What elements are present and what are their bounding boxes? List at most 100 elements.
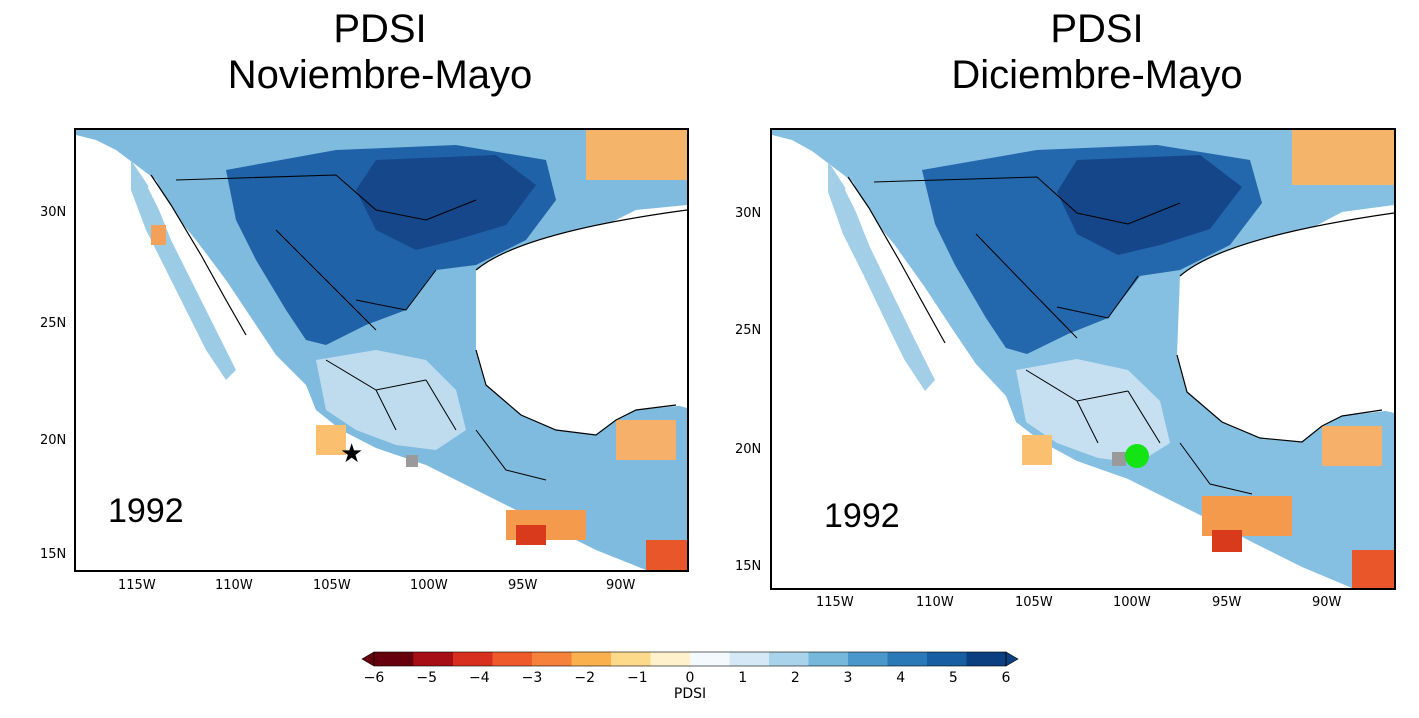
left-pdsi-map xyxy=(76,130,687,570)
colorbar-segment xyxy=(532,652,572,666)
right-lon-label: 105W xyxy=(1015,595,1053,610)
left-lon-label: 100W xyxy=(410,578,448,593)
right-map-frame xyxy=(770,128,1396,590)
right-dry-patch xyxy=(1212,530,1242,552)
right-lon-label: 95W xyxy=(1212,595,1242,610)
colorbar: −6 −5 −4 −3 −2 −1 0 1 2 3 4 5 6 PDSI xyxy=(360,648,1020,718)
colorbar-tick-label: −6 xyxy=(363,670,385,686)
colorbar-title: PDSI xyxy=(673,686,707,702)
colorbar-segment xyxy=(808,652,849,666)
right-baja xyxy=(828,161,935,391)
colorbar-segment xyxy=(413,652,454,666)
colorbar-segment xyxy=(729,652,770,666)
right-gulf xyxy=(1177,213,1394,442)
colorbar-tick-label: 6 xyxy=(1001,670,1011,686)
colorbar-segment xyxy=(374,652,414,666)
colorbar-segment xyxy=(927,652,967,666)
right-land-mass xyxy=(772,130,1394,588)
colorbar-tick-label: 0 xyxy=(685,670,695,686)
colorbar-tick-label: 5 xyxy=(948,670,958,686)
right-lat-label: 20N xyxy=(735,442,762,457)
colorbar-segment xyxy=(769,652,809,666)
left-gulf xyxy=(476,210,687,435)
left-dry-patch xyxy=(316,425,346,455)
right-coastline xyxy=(847,176,1394,443)
right-lat-label: 30N xyxy=(735,206,762,221)
colorbar-tick-label: 1 xyxy=(738,670,748,686)
colorbar-tick-label: −3 xyxy=(521,670,543,686)
right-lat-label: 15N xyxy=(735,559,762,574)
left-lat-label: 15N xyxy=(40,547,67,562)
left-lon-label: 110W xyxy=(215,578,253,593)
right-dry-patch xyxy=(1352,550,1394,588)
right-dry-patch xyxy=(1202,496,1292,536)
left-pacific xyxy=(76,190,536,570)
colorbar-segment xyxy=(966,652,1007,666)
left-dry-patch xyxy=(586,130,687,180)
left-title-line1: PDSI xyxy=(333,7,427,51)
right-lon-label: 115W xyxy=(816,595,854,610)
left-lat-label: 30N xyxy=(40,205,67,220)
star-icon: ★ xyxy=(340,438,364,468)
right-pdsi-map xyxy=(772,130,1394,588)
right-dry-patch xyxy=(1022,435,1052,465)
left-missing-cell xyxy=(406,455,418,467)
colorbar-min-arrow xyxy=(361,651,375,667)
left-land-mass xyxy=(76,130,687,570)
left-borders xyxy=(175,174,547,481)
colorbar-tick-label: −4 xyxy=(469,670,490,686)
left-wet-core-deep xyxy=(356,155,536,250)
colorbar-tick-label: 4 xyxy=(896,670,906,686)
right-lon-label: 110W xyxy=(916,595,954,610)
colorbar-tick-label: −1 xyxy=(627,670,648,686)
colorbar-segment xyxy=(690,652,730,666)
left-coastline xyxy=(150,174,687,436)
right-title-line1: PDSI xyxy=(1050,7,1144,51)
right-missing-cell xyxy=(1112,452,1126,466)
right-gulf-california xyxy=(845,177,945,354)
colorbar-segment xyxy=(571,652,612,666)
left-lon-label: 90W xyxy=(606,578,636,593)
right-wet-core-deep xyxy=(1057,155,1242,255)
left-map-frame xyxy=(74,128,689,572)
left-dry-patch xyxy=(646,540,687,570)
left-map-title: PDSI Noviembre-Mayo xyxy=(180,6,580,98)
left-dry-patch xyxy=(616,420,676,460)
left-gulf-california xyxy=(148,175,246,345)
green-dot-marker xyxy=(1125,444,1149,468)
right-light-south xyxy=(1016,359,1170,463)
right-lat-label: 25N xyxy=(735,323,762,338)
colorbar-tick-label: 2 xyxy=(790,670,800,686)
right-dry-patch xyxy=(1292,130,1394,185)
left-light-south xyxy=(316,350,466,450)
right-year-label: 1992 xyxy=(824,497,900,535)
left-year-label: 1992 xyxy=(108,492,184,530)
left-lon-label: 105W xyxy=(313,578,351,593)
right-map-title: PDSI Diciembre-Mayo xyxy=(897,6,1297,98)
colorbar-segment xyxy=(611,652,651,666)
left-lat-label: 20N xyxy=(40,433,67,448)
left-lon-label: 95W xyxy=(508,578,538,593)
colorbar-segment xyxy=(492,652,533,666)
left-title-line2: Noviembre-Mayo xyxy=(227,53,533,97)
left-dry-patch xyxy=(516,525,546,545)
right-pacific xyxy=(772,192,1242,588)
colorbar-tick-label: −5 xyxy=(416,670,437,686)
left-baja xyxy=(131,160,236,380)
colorbar-segment xyxy=(848,652,888,666)
left-lat-label: 25N xyxy=(40,316,67,331)
left-dry-patch xyxy=(151,225,166,245)
colorbar-segment xyxy=(453,652,493,666)
colorbar-segment xyxy=(650,652,691,666)
colorbar-max-arrow xyxy=(1005,651,1019,667)
colorbar-tick-label: 3 xyxy=(843,670,853,686)
colorbar-tick-label: −2 xyxy=(574,670,595,686)
right-lon-label: 100W xyxy=(1113,595,1151,610)
colorbar-segment xyxy=(887,652,928,666)
right-dry-patch xyxy=(1322,426,1382,466)
right-borders xyxy=(873,176,1253,495)
right-title-line2: Diciembre-Mayo xyxy=(951,53,1243,97)
right-lon-label: 90W xyxy=(1312,595,1342,610)
left-lon-label: 115W xyxy=(118,578,156,593)
colorbar-border xyxy=(373,651,1007,667)
